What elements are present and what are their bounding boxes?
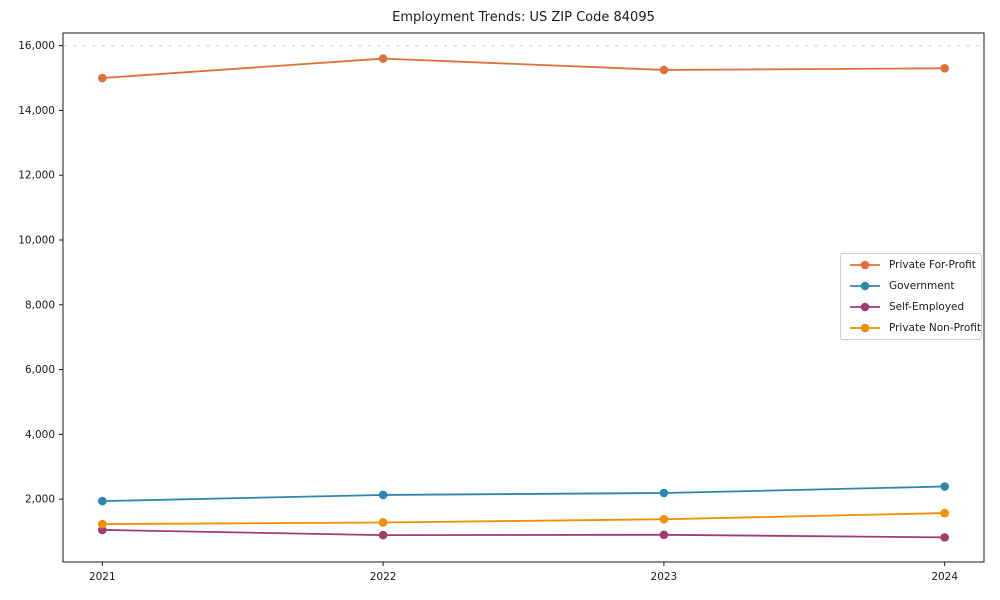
legend-entry-private-non-profit: Private Non-Profit: [849, 317, 981, 338]
y-axis-tick-label: 4,000: [25, 429, 55, 441]
y-axis-tick-label: 8,000: [25, 299, 55, 311]
data-point-self-employed-2024: [940, 533, 949, 542]
y-axis-tick-label: 6,000: [25, 364, 55, 376]
legend-marker-icon: [850, 261, 880, 270]
data-point-private-non-profit-2021: [98, 519, 107, 529]
series-line-private-for-profit: [101, 57, 946, 79]
legend-marker-icon: [850, 281, 880, 291]
legend-label: Private For-Profit: [889, 259, 976, 272]
legend-label: Self-Employed: [889, 300, 965, 313]
x-axis-tick-label: 2022: [370, 571, 397, 583]
series-line-private-non-profit: [101, 512, 946, 525]
data-point-private-for-profit-2024: [940, 64, 949, 73]
data-point-self-employed-2022: [378, 530, 388, 540]
data-point-self-employed-2023: [659, 530, 669, 540]
legend-entry-government: Government: [849, 276, 981, 297]
legend-marker-icon: [850, 323, 880, 332]
data-point-private-for-profit-2023: [659, 65, 669, 75]
data-point-government-2021: [98, 496, 107, 506]
series-line-self-employed: [101, 529, 946, 539]
plot-border: [62, 32, 985, 563]
x-axis-tick-label: 2023: [651, 571, 678, 583]
data-point-private-non-profit-2023: [659, 514, 669, 524]
x-axis-tick-label: 2021: [89, 571, 116, 583]
y-axis-tick-label: 16,000: [18, 40, 55, 52]
legend-label: Government: [889, 280, 955, 293]
data-point-government-2023: [659, 488, 669, 498]
data-point-private-non-profit-2022: [378, 518, 388, 527]
x-axis-tick-label: 2024: [931, 571, 958, 583]
legend-marker-icon: [850, 302, 880, 312]
y-axis-tick-label: 10,000: [18, 235, 55, 247]
data-point-private-for-profit-2021: [98, 73, 107, 83]
data-point-private-non-profit-2024: [940, 508, 949, 518]
data-point-government-2022: [378, 490, 388, 500]
data-point-government-2024: [940, 482, 949, 491]
legend: Private For-Profit Government Self-Employe…: [840, 253, 982, 340]
series-line-government: [101, 485, 946, 502]
chart-title: Employment Trends: US ZIP Code 84095: [392, 10, 655, 25]
legend-entry-private-for-profit: Private For-Profit: [849, 255, 981, 276]
y-axis-tick-label: 12,000: [18, 170, 55, 182]
legend-entry-self-employed: Self-Employed: [849, 297, 981, 318]
y-axis-tick-label: 14,000: [18, 105, 55, 117]
legend-label: Private Non-Profit: [888, 321, 981, 334]
data-point-private-for-profit-2022: [378, 54, 388, 63]
y-axis-tick-label: 2,000: [25, 494, 55, 506]
